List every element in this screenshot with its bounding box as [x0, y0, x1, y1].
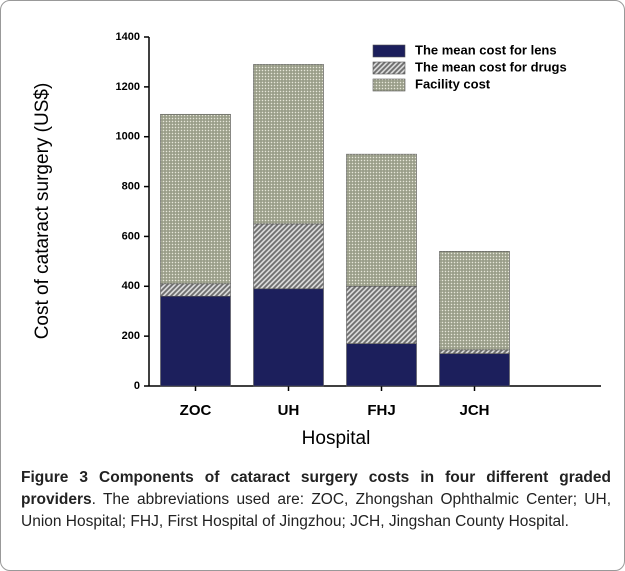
bar-segment — [346, 285, 417, 344]
legend-swatch — [372, 44, 406, 58]
legend-label: The mean cost for drugs — [415, 59, 567, 74]
legend-label: The mean cost for lens — [415, 42, 557, 57]
bar-segment — [439, 349, 510, 354]
legend-swatch — [372, 61, 406, 75]
x-tick-label: FHJ — [367, 402, 395, 419]
caption-label: Figure 3 Components of cataract surgery … — [21, 469, 611, 508]
bar-segment — [439, 353, 510, 387]
legend-swatch — [372, 78, 406, 92]
caption-text: . The abbreviations used are: ZOC, Zhong… — [21, 491, 611, 530]
y-tick-label: 0 — [134, 380, 140, 392]
bar-segment — [439, 251, 510, 351]
bar-segment — [253, 288, 324, 387]
bar-segment — [346, 153, 417, 287]
bar-segment — [253, 223, 324, 290]
chart: Cost of cataract surgery (US$) Hospital … — [32, 31, 601, 449]
y-tick-label: 200 — [122, 330, 140, 342]
y-axis-label: Cost of cataract surgery (US$) — [32, 83, 53, 340]
y-tick-label: 1200 — [116, 81, 140, 93]
x-tick-label: ZOC — [180, 402, 212, 419]
x-axis-label: Hospital — [302, 428, 371, 449]
x-tick-label: JCH — [459, 402, 489, 419]
bar-segment — [160, 283, 231, 297]
bar-segment — [346, 343, 417, 387]
y-tick-label: 600 — [122, 230, 140, 242]
y-tick-label: 1400 — [116, 31, 140, 43]
bar-segment — [160, 113, 231, 285]
bar-segment — [253, 64, 324, 225]
x-tick-label: UH — [278, 402, 300, 419]
bar-segment — [160, 295, 231, 387]
y-tick-label: 1000 — [116, 131, 140, 143]
y-tick-label: 400 — [122, 280, 140, 292]
caption: Figure 3 Components of cataract surgery … — [21, 467, 611, 533]
y-tick-label: 800 — [122, 180, 140, 192]
legend-label: Facility cost — [415, 76, 491, 91]
